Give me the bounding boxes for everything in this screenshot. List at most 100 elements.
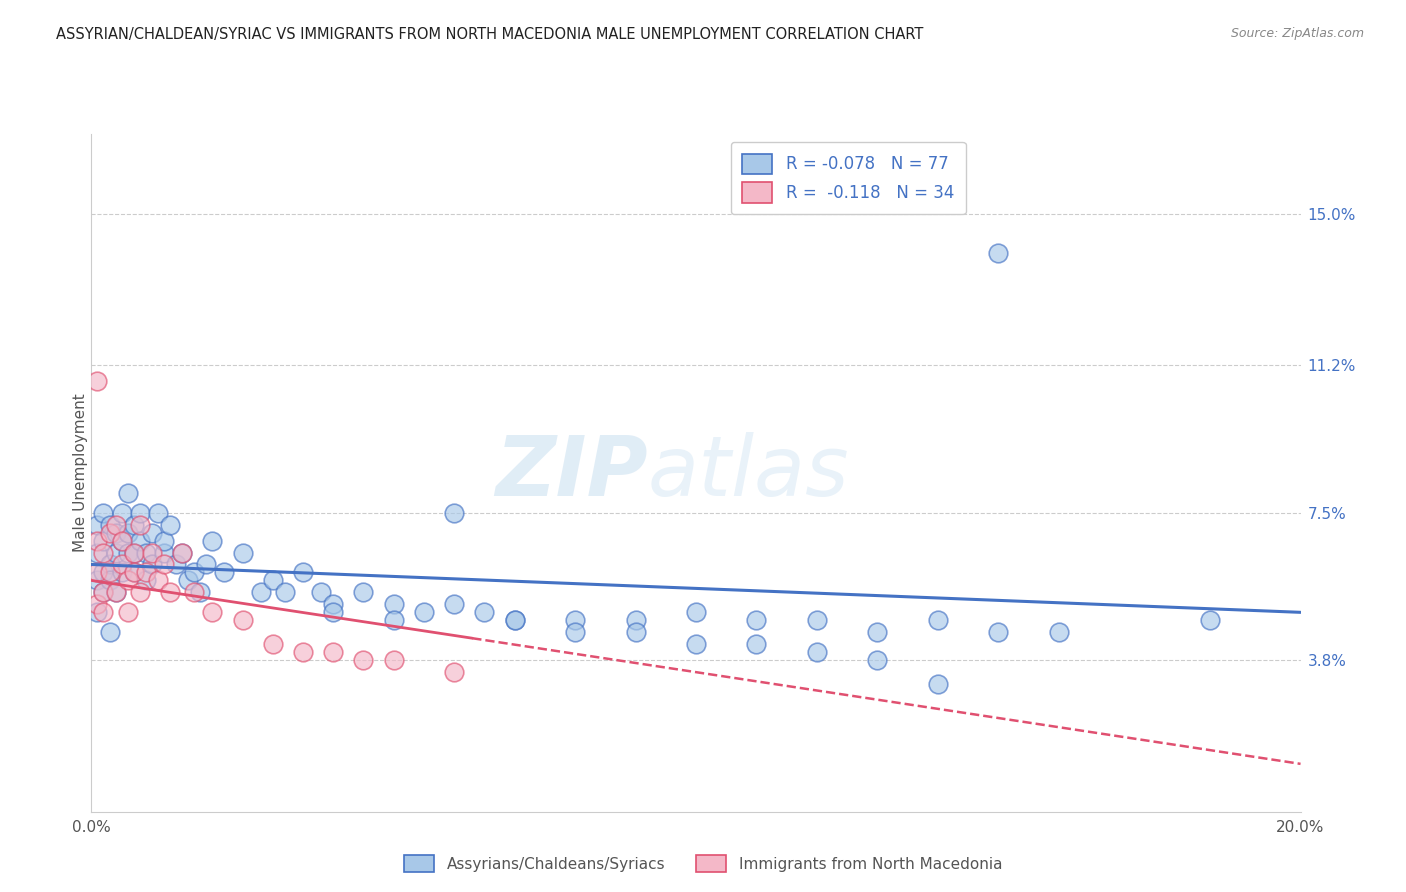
Point	[382, 613, 405, 627]
Text: ZIP: ZIP	[495, 433, 648, 513]
Point	[86, 517, 108, 532]
Point	[443, 598, 465, 612]
Point	[195, 558, 218, 572]
Point	[503, 613, 526, 627]
Point	[93, 566, 115, 580]
Point	[98, 558, 121, 572]
Point	[111, 533, 132, 548]
Point	[159, 517, 181, 532]
Point	[98, 625, 121, 640]
Point	[352, 585, 374, 599]
Point	[201, 533, 224, 548]
Point	[231, 545, 253, 559]
Point	[624, 625, 647, 640]
Point	[117, 605, 139, 619]
Point	[322, 645, 344, 659]
Point	[564, 625, 586, 640]
Point	[111, 506, 132, 520]
Point	[141, 525, 163, 540]
Point	[188, 585, 211, 599]
Point	[128, 533, 150, 548]
Point	[214, 566, 236, 580]
Point	[104, 585, 127, 599]
Point	[98, 525, 121, 540]
Point	[866, 653, 889, 667]
Point	[309, 585, 332, 599]
Point	[135, 545, 157, 559]
Point	[93, 605, 115, 619]
Point	[183, 566, 205, 580]
Point	[128, 517, 150, 532]
Point	[86, 605, 108, 619]
Point	[111, 566, 132, 580]
Point	[104, 517, 127, 532]
Point	[685, 637, 707, 651]
Point	[122, 517, 145, 532]
Point	[201, 605, 224, 619]
Point	[93, 585, 115, 599]
Point	[146, 574, 169, 588]
Point	[745, 637, 768, 651]
Point	[564, 613, 586, 627]
Point	[93, 545, 115, 559]
Point	[172, 545, 194, 559]
Point	[122, 545, 145, 559]
Point	[262, 574, 284, 588]
Point	[231, 613, 253, 627]
Point	[159, 585, 181, 599]
Point	[172, 545, 194, 559]
Point	[86, 598, 108, 612]
Point	[165, 558, 187, 572]
Point	[322, 605, 344, 619]
Point	[183, 585, 205, 599]
Point	[141, 558, 163, 572]
Point	[122, 566, 145, 580]
Text: Source: ZipAtlas.com: Source: ZipAtlas.com	[1230, 27, 1364, 40]
Point	[987, 246, 1010, 260]
Point	[117, 545, 139, 559]
Point	[745, 613, 768, 627]
Point	[262, 637, 284, 651]
Point	[987, 625, 1010, 640]
Point	[104, 525, 127, 540]
Point	[122, 566, 145, 580]
Text: atlas: atlas	[648, 433, 849, 513]
Point	[128, 585, 150, 599]
Point	[806, 645, 828, 659]
Point	[86, 566, 108, 580]
Point	[135, 566, 157, 580]
Point	[141, 545, 163, 559]
Point	[292, 645, 315, 659]
Point	[292, 566, 315, 580]
Point	[382, 653, 405, 667]
Point	[153, 545, 176, 559]
Point	[98, 517, 121, 532]
Point	[93, 585, 115, 599]
Point	[1198, 613, 1220, 627]
Point	[443, 506, 465, 520]
Point	[866, 625, 889, 640]
Y-axis label: Male Unemployment: Male Unemployment	[73, 393, 87, 552]
Point	[104, 545, 127, 559]
Point	[104, 585, 127, 599]
Point	[86, 374, 108, 388]
Point	[122, 545, 145, 559]
Point	[93, 506, 115, 520]
Point	[927, 613, 949, 627]
Point	[153, 533, 176, 548]
Point	[135, 574, 157, 588]
Point	[443, 665, 465, 680]
Point	[472, 605, 495, 619]
Point	[86, 545, 108, 559]
Point	[352, 653, 374, 667]
Point	[624, 613, 647, 627]
Point	[93, 533, 115, 548]
Point	[98, 566, 121, 580]
Point	[806, 613, 828, 627]
Point	[503, 613, 526, 627]
Point	[111, 533, 132, 548]
Point	[249, 585, 271, 599]
Point	[685, 605, 707, 619]
Point	[111, 558, 132, 572]
Point	[382, 598, 405, 612]
